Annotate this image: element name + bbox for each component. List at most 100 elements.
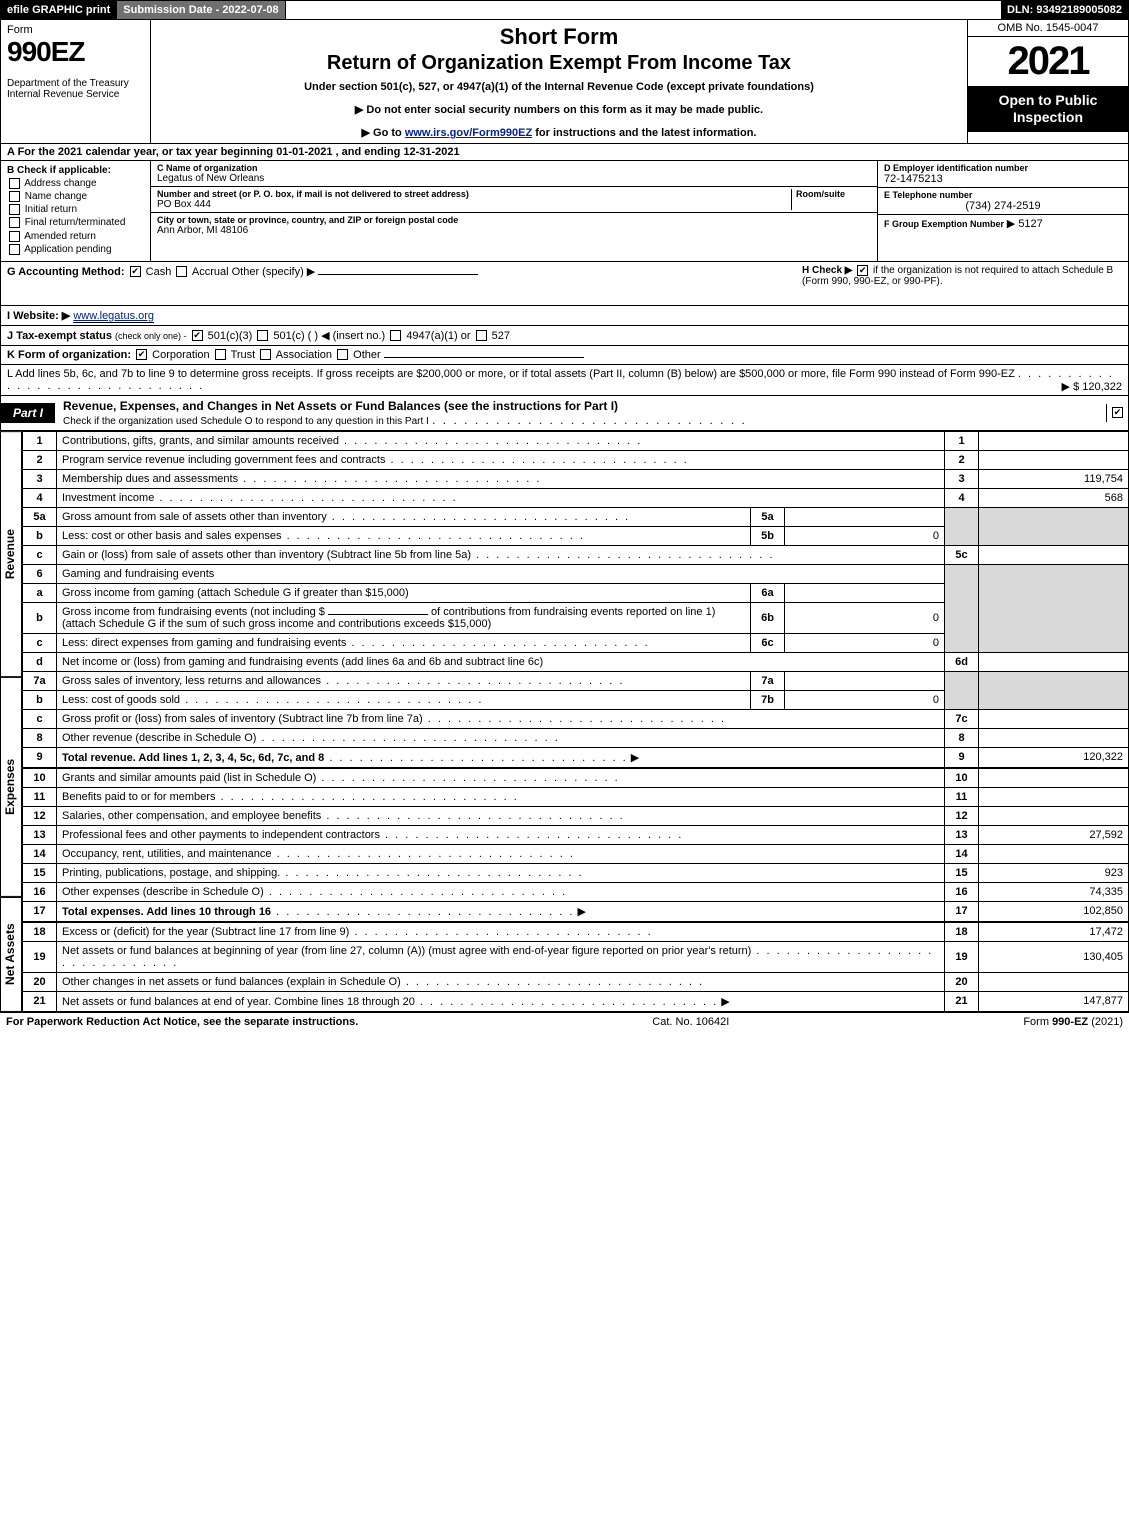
- net-assets-table: 18Excess or (deficit) for the year (Subt…: [22, 922, 1129, 1012]
- footer-right: Form 990-EZ (2021): [1023, 1016, 1123, 1028]
- line-13: 13Professional fees and other payments t…: [23, 825, 1129, 844]
- section-def: D Employer identification number 72-1475…: [878, 161, 1128, 261]
- chk-4947[interactable]: [390, 330, 401, 341]
- row-l-gross-receipts: L Add lines 5b, 6c, and 7b to line 9 to …: [0, 365, 1129, 396]
- c-street-label: Number and street (or P. O. box, if mail…: [157, 189, 791, 199]
- irs-link[interactable]: www.irs.gov/Form990EZ: [405, 127, 532, 139]
- chk-name-change[interactable]: Name change: [7, 191, 144, 202]
- line-6d: d Net income or (loss) from gaming and f…: [23, 652, 1129, 671]
- chk-final-return[interactable]: Final return/terminated: [7, 217, 144, 228]
- part-1-header: Part I Revenue, Expenses, and Changes in…: [0, 396, 1129, 431]
- chk-address-change[interactable]: Address change: [7, 178, 144, 189]
- line-4: 4 Investment income 4 568: [23, 488, 1129, 507]
- amt-21: 147,877: [979, 991, 1129, 1011]
- row-a-tax-year: A For the 2021 calendar year, or tax yea…: [0, 144, 1129, 161]
- department-label: Department of the Treasury Internal Reve…: [7, 78, 144, 100]
- room-label: Room/suite: [796, 189, 871, 199]
- vlabel-expenses: Expenses: [0, 677, 22, 897]
- row-j-tax-exempt: J Tax-exempt status (check only one) - 5…: [0, 326, 1129, 346]
- part-1-tab: Part I: [1, 403, 55, 423]
- line-20: 20Other changes in net assets or fund ba…: [23, 972, 1129, 991]
- section-bcdef: B Check if applicable: Address change Na…: [0, 161, 1129, 262]
- chk-501c3[interactable]: [192, 330, 203, 341]
- line-6: 6 Gaming and fundraising events: [23, 564, 1129, 583]
- j-detail: (check only one) -: [115, 331, 187, 341]
- row-i-website: I Website: ▶ www.legatus.org: [0, 306, 1129, 326]
- line-15: 15Printing, publications, postage, and s…: [23, 863, 1129, 882]
- chk-527[interactable]: [476, 330, 487, 341]
- c-name-row: C Name of organization Legatus of New Or…: [151, 161, 877, 187]
- h-label: H Check ▶: [802, 265, 852, 276]
- amt-3: 119,754: [979, 469, 1129, 488]
- other-org-input[interactable]: [384, 357, 584, 358]
- return-title: Return of Organization Exempt From Incom…: [159, 52, 959, 75]
- val-7b: 0: [785, 690, 945, 709]
- chk-cash[interactable]: [130, 266, 141, 277]
- vlabel-netassets: Net Assets: [0, 897, 22, 1012]
- chk-application-pending[interactable]: Application pending: [7, 244, 144, 255]
- line-21: 21Net assets or fund balances at end of …: [23, 991, 1129, 1011]
- val-6c: 0: [785, 633, 945, 652]
- line-11: 11Benefits paid to or for members11: [23, 787, 1129, 806]
- chk-trust[interactable]: [215, 349, 226, 360]
- chk-initial-return[interactable]: Initial return: [7, 204, 144, 215]
- row-k-form-org: K Form of organization: Corporation Trus…: [0, 346, 1129, 365]
- chk-501c[interactable]: [257, 330, 268, 341]
- chk-corporation[interactable]: [136, 349, 147, 360]
- group-exemption-value: ▶ 5127: [1007, 218, 1043, 230]
- line-5c: c Gain or (loss) from sale of assets oth…: [23, 545, 1129, 564]
- 6b-amount-input[interactable]: [328, 614, 428, 615]
- c-city-label: City or town, state or province, country…: [157, 215, 871, 225]
- chk-accrual[interactable]: [176, 266, 187, 277]
- note2-suffix: for instructions and the latest informat…: [532, 127, 756, 139]
- section-c: C Name of organization Legatus of New Or…: [151, 161, 878, 261]
- line-10: 10Grants and similar amounts paid (list …: [23, 768, 1129, 787]
- other-specify-input[interactable]: [318, 274, 478, 275]
- chk-amended-return[interactable]: Amended return: [7, 231, 144, 242]
- top-bar: efile GRAPHIC print Submission Date - 20…: [0, 0, 1129, 20]
- page-footer: For Paperwork Reduction Act Notice, see …: [0, 1012, 1129, 1031]
- chk-association[interactable]: [260, 349, 271, 360]
- line-12: 12Salaries, other compensation, and empl…: [23, 806, 1129, 825]
- c-name-label: C Name of organization: [157, 163, 871, 173]
- topbar-spacer: [286, 1, 1001, 19]
- amt-16: 74,335: [979, 882, 1129, 901]
- line-16: 16Other expenses (describe in Schedule O…: [23, 882, 1129, 901]
- part-1-schedule-o-check[interactable]: [1106, 404, 1128, 422]
- j-label: J Tax-exempt status: [7, 330, 112, 342]
- line-2: 2 Program service revenue including gove…: [23, 450, 1129, 469]
- b-header: B Check if applicable:: [7, 165, 144, 176]
- chk-other-org[interactable]: [337, 349, 348, 360]
- note-website: ▶ Go to www.irs.gov/Form990EZ for instru…: [159, 126, 959, 139]
- line-9: 9 Total revenue. Add lines 1, 2, 3, 4, 5…: [23, 747, 1129, 767]
- section-b: B Check if applicable: Address change Na…: [1, 161, 151, 261]
- d-ein: D Employer identification number 72-1475…: [878, 161, 1128, 188]
- line-19: 19Net assets or fund balances at beginni…: [23, 941, 1129, 972]
- line-3: 3 Membership dues and assessments 3 119,…: [23, 469, 1129, 488]
- line-1: 1 Contributions, gifts, grants, and simi…: [23, 431, 1129, 450]
- revenue-table: 1 Contributions, gifts, grants, and simi…: [22, 431, 1129, 768]
- d-label: D Employer identification number: [884, 163, 1122, 173]
- org-name: Legatus of New Orleans: [157, 173, 871, 184]
- chk-schedule-b[interactable]: [857, 265, 868, 276]
- i-label: I Website: ▶: [7, 310, 70, 322]
- line-5a: 5a Gross amount from sale of assets othe…: [23, 507, 1129, 526]
- ein-value: 72-1475213: [884, 173, 1122, 185]
- subtitle: Under section 501(c), 527, or 4947(a)(1)…: [159, 81, 959, 93]
- efile-label[interactable]: efile GRAPHIC print: [1, 1, 117, 19]
- line-7c: c Gross profit or (loss) from sales of i…: [23, 709, 1129, 728]
- vertical-labels: Revenue Expenses Net Assets: [0, 431, 22, 1012]
- note-ssn: ▶ Do not enter social security numbers o…: [159, 103, 959, 116]
- form-header: Form 990EZ Department of the Treasury In…: [0, 20, 1129, 144]
- line-18: 18Excess or (deficit) for the year (Subt…: [23, 922, 1129, 941]
- tax-year: 2021: [968, 37, 1128, 86]
- website-link[interactable]: www.legatus.org: [73, 310, 154, 323]
- note2-prefix: ▶ Go to: [362, 127, 405, 139]
- e-label: E Telephone number: [884, 190, 1122, 200]
- part-1-title: Revenue, Expenses, and Changes in Net As…: [55, 396, 1106, 430]
- footer-catno: Cat. No. 10642I: [652, 1016, 729, 1028]
- amt-18: 17,472: [979, 922, 1129, 941]
- g-label: G Accounting Method:: [7, 266, 125, 278]
- amt-17: 102,850: [979, 901, 1129, 921]
- f-group: F Group Exemption Number ▶ 5127: [878, 215, 1128, 232]
